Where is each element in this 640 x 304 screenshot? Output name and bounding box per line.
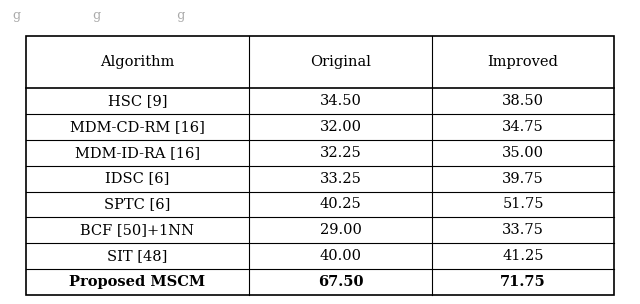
Text: SIT [48]: SIT [48] bbox=[108, 249, 168, 263]
Text: Improved: Improved bbox=[488, 55, 559, 69]
Text: 32.00: 32.00 bbox=[319, 120, 362, 134]
Text: 33.25: 33.25 bbox=[319, 171, 362, 186]
Text: Proposed MSCM: Proposed MSCM bbox=[69, 275, 205, 289]
Text: 34.50: 34.50 bbox=[319, 94, 362, 108]
Text: IDSC [6]: IDSC [6] bbox=[106, 171, 170, 186]
Text: SPTC [6]: SPTC [6] bbox=[104, 197, 171, 212]
Text: BCF [50]+1NN: BCF [50]+1NN bbox=[81, 223, 195, 237]
Text: Original: Original bbox=[310, 55, 371, 69]
Text: 34.75: 34.75 bbox=[502, 120, 544, 134]
Bar bbox=[26, 36, 614, 295]
Text: HSC [9]: HSC [9] bbox=[108, 94, 167, 108]
Text: 71.75: 71.75 bbox=[500, 275, 546, 289]
Text: 67.50: 67.50 bbox=[318, 275, 364, 289]
Text: 51.75: 51.75 bbox=[502, 197, 544, 212]
Text: MDM-ID-RA [16]: MDM-ID-RA [16] bbox=[75, 146, 200, 160]
Text: g                  g                   g: g g g bbox=[13, 9, 185, 22]
Text: 39.75: 39.75 bbox=[502, 171, 544, 186]
Text: 35.00: 35.00 bbox=[502, 146, 544, 160]
Text: 40.00: 40.00 bbox=[319, 249, 362, 263]
Text: 40.25: 40.25 bbox=[320, 197, 362, 212]
Text: 29.00: 29.00 bbox=[319, 223, 362, 237]
Text: 33.75: 33.75 bbox=[502, 223, 544, 237]
Text: 41.25: 41.25 bbox=[502, 249, 544, 263]
Text: MDM-CD-RM [16]: MDM-CD-RM [16] bbox=[70, 120, 205, 134]
Text: Algorithm: Algorithm bbox=[100, 55, 175, 69]
Text: 32.25: 32.25 bbox=[320, 146, 362, 160]
Text: 38.50: 38.50 bbox=[502, 94, 544, 108]
